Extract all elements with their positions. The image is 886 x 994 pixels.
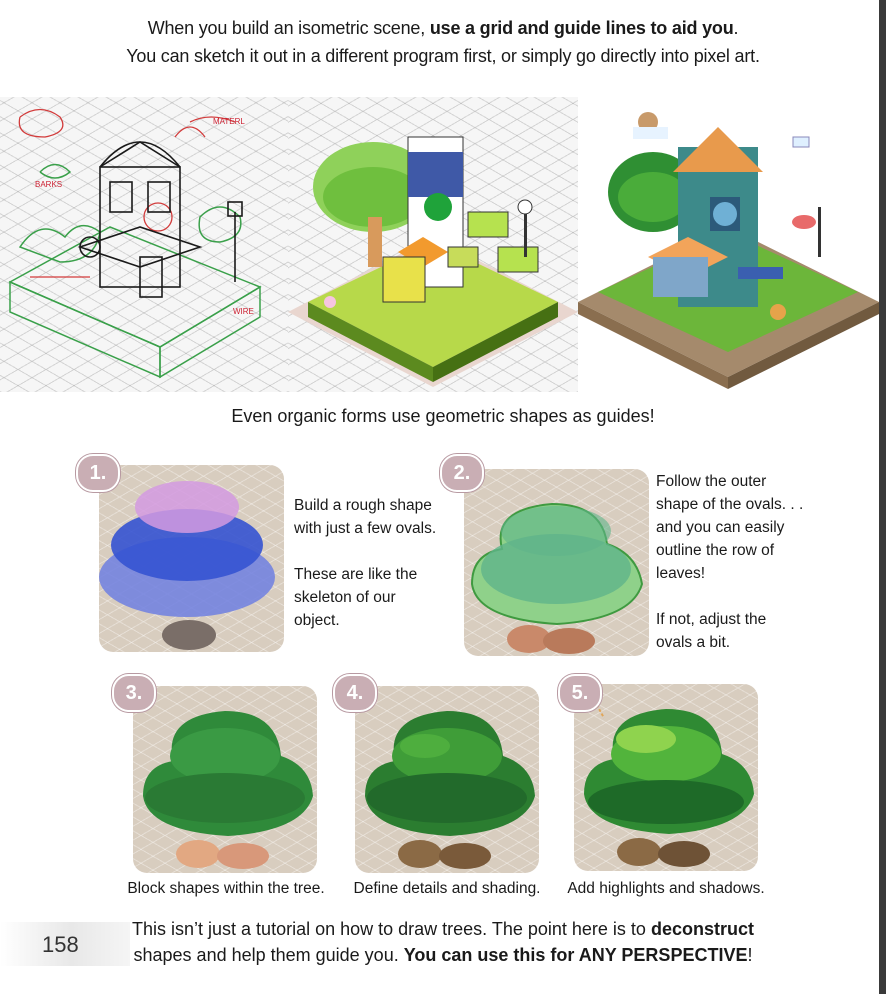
footer-line-2-text: shapes and help them guide you. [133,945,404,965]
step-5-image [574,684,758,871]
section-subtitle: Even organic forms use geometric shapes … [231,406,655,426]
step-5-tree-final [584,695,754,867]
step-1-ovals [99,481,275,650]
step-3-badge: 3. [112,674,156,712]
footer-line-2-end: ! [747,945,753,965]
step-3-tree-blocked [143,711,313,869]
sketch-label-barks: BARKS [35,180,62,189]
step-2-line: Follow the outer [656,473,767,490]
flat-color-scene [288,136,578,387]
footer-text: This isn’t just a tutorial on how to dra… [0,916,886,968]
footer-line-1: This isn’t just a tutorial on how to dra… [0,916,886,942]
step-2-line: and you can easily [656,519,785,536]
intro-line-1-text: When you build an isometric scene, [147,18,430,38]
step-1-line: Build a rough shape [294,497,432,514]
sketch-drawing: BARKS MATERL WIRE [8,108,262,379]
step-2-tree-outline [470,502,644,654]
footer-line-1-bold: deconstruct [650,919,754,939]
finished-pixel-art [578,97,879,392]
footer-line-2-bold: You can use this for ANY PERSPECTIVE [403,945,748,965]
footer-line-2: shapes and help them guide you. You can … [0,942,886,968]
flat-color-illustration [288,97,578,392]
footer-line-1-text: This isn’t just a tutorial on how to dra… [132,919,651,939]
step-1-line: with just a few ovals. [294,520,437,537]
step-3-image [133,686,317,873]
intro-text: When you build an isometric scene, use a… [0,14,886,70]
sketch-label-materl: MATERL [213,117,245,126]
intro-line-1-end: . [733,18,739,38]
step-2-badge: 2. [440,454,484,492]
step-2-line: ovals a bit. [656,634,731,651]
step-4-tree-shaded [365,711,535,869]
intro-line-1-bold: use a grid and guide lines to aid you [429,18,734,38]
step-2-line: If not, adjust the [656,611,767,628]
page-number-tab [0,922,130,966]
page-edge-rule [879,0,886,994]
step-2-text: Follow the outer shape of the ovals. . .… [656,470,803,654]
step-4-caption: Define details and shading. [353,880,541,897]
step-1-line: object. [294,612,340,629]
step-1-text: Build a rough shape with just a few oval… [294,494,436,632]
sketch-illustration: BARKS MATERL WIRE [0,97,288,392]
finished-scene [578,112,879,389]
step-5-badge: 5. [558,674,602,712]
step-1-badge: 1. [76,454,120,492]
step-4-badge: 4. [333,674,377,712]
sketch-label-wire: WIRE [233,307,254,316]
step-2-line: leaves! [656,565,706,582]
intro-line-1: When you build an isometric scene, use a… [0,14,886,42]
step-2-line: outline the row of [656,542,775,559]
step-1-line: skeleton of our [294,589,396,606]
step-1-image [99,465,284,652]
step-3-caption: Block shapes within the tree. [127,880,325,897]
page-number: 158 [42,932,79,957]
intro-line-2: You can sketch it out in a different pro… [126,46,760,66]
step-2-image [464,469,649,656]
step-4-image [355,686,539,873]
step-2-line: shape of the ovals. . . [656,496,804,513]
step-5-caption: Add highlights and shadows. [567,880,765,897]
step-1-line: These are like the [294,566,418,583]
